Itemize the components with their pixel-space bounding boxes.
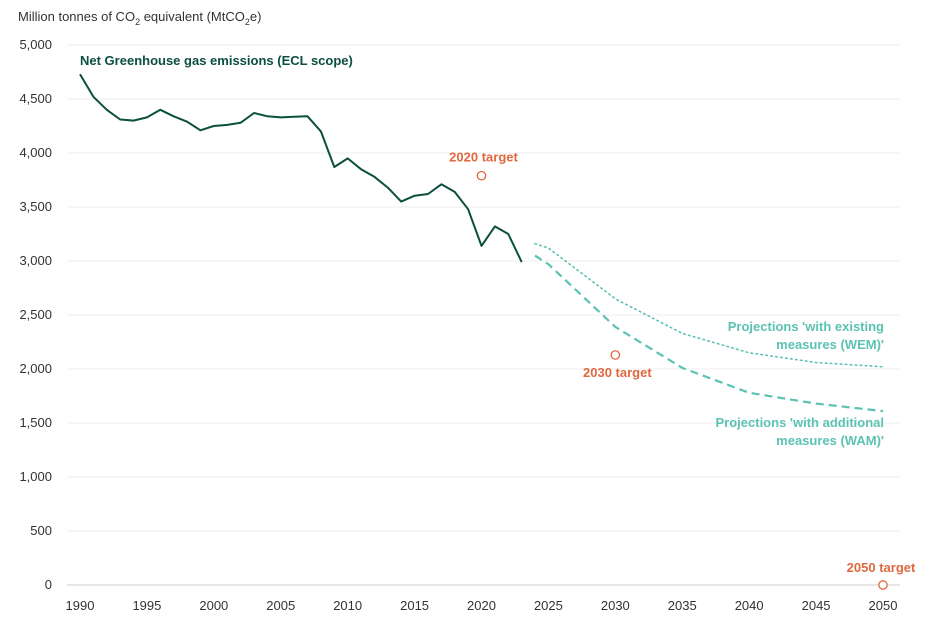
y-tick-label: 1,500	[19, 415, 52, 430]
target-markers: 2020 target 2030 target 2050 target	[449, 150, 916, 590]
wem-series-label-line2: measures (WEM)'	[776, 337, 884, 352]
wam-series-label-line1: Projections 'with additional	[716, 415, 885, 430]
y-tick-label: 1,000	[19, 469, 52, 484]
y-tick-label: 3,000	[19, 253, 52, 268]
y-tick-label: 2,500	[19, 307, 52, 322]
x-tick-label: 2015	[400, 598, 429, 613]
y-tick-label: 3,500	[19, 199, 52, 214]
x-tick-label: 2040	[735, 598, 764, 613]
y-axis-label: Million tonnes of CO2 equivalent (MtCO2e…	[18, 9, 261, 27]
series-annotations: Net Greenhouse gas emissions (ECL scope)…	[80, 53, 884, 448]
gridlines	[67, 44, 900, 586]
x-tick-labels: 1990 1995 2000 2005 2010 2015 2020 2025 2030 2035…	[66, 598, 898, 613]
historical-series-label: Net Greenhouse gas emissions (ECL scope)	[80, 53, 353, 68]
wam-series-line	[534, 254, 884, 413]
target-label: 2020 target	[449, 150, 518, 165]
y-tick-label: 0	[45, 577, 52, 592]
target-label: 2050 target	[847, 560, 916, 575]
y-tick-label: 2,000	[19, 361, 52, 376]
x-tick-label: 2050	[869, 598, 898, 613]
x-tick-label: 2000	[199, 598, 228, 613]
target-marker	[610, 350, 621, 360]
x-tick-label: 1990	[66, 598, 95, 613]
y-tick-label: 5,000	[19, 37, 52, 52]
y-tick-label: 4,000	[19, 145, 52, 160]
x-tick-label: 2010	[333, 598, 362, 613]
x-tick-label: 2005	[266, 598, 295, 613]
x-tick-label: 2035	[668, 598, 697, 613]
y-tick-labels: 0 500 1,000 1,500 2,000 2,500 3,000 3,500 4,000 4…	[19, 37, 52, 592]
x-tick-label: 2030	[601, 598, 630, 613]
x-tick-label: 2045	[802, 598, 831, 613]
wam-series-label-line2: measures (WAM)'	[776, 433, 884, 448]
x-tick-label: 1995	[132, 598, 161, 613]
x-tick-label: 2020	[467, 598, 496, 613]
x-tick-label: 2025	[534, 598, 563, 613]
y-tick-label: 500	[30, 523, 52, 538]
target-marker	[878, 580, 888, 590]
wem-series-line	[534, 242, 884, 368]
y-tick-label: 4,500	[19, 91, 52, 106]
series-lines	[79, 73, 884, 413]
target-marker	[476, 170, 487, 181]
wem-series-label-line1: Projections 'with existing	[728, 319, 884, 334]
target-label: 2030 target	[583, 365, 652, 380]
historical-series-line	[79, 73, 523, 263]
